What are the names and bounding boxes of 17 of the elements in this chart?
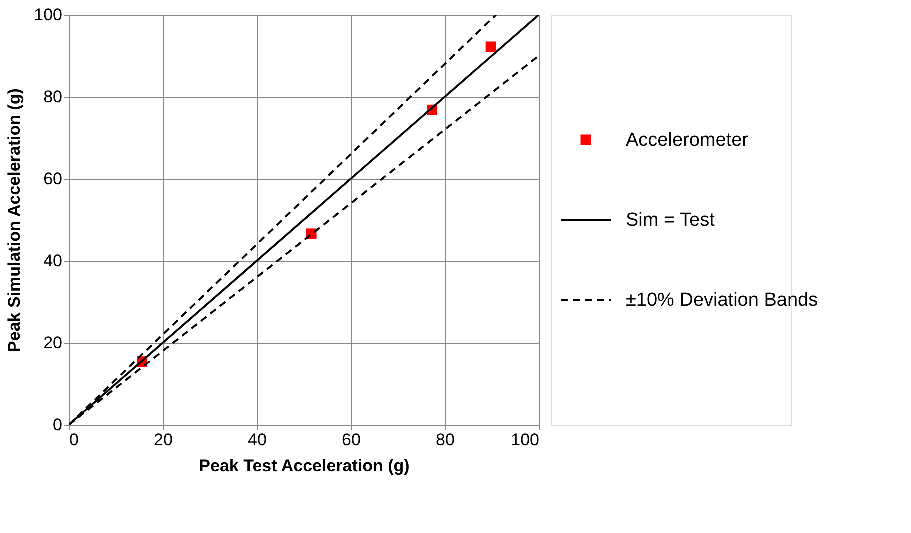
x-tick-label: 40 [248,430,267,450]
y-tick-label: 20 [44,334,62,352]
x-tick-label: 20 [154,430,173,450]
y-tick-label: 0 [53,416,62,434]
legend-label: Sim = Test [626,210,716,231]
x-tick-label: 60 [342,430,361,450]
y-tick-label: 60 [44,170,62,188]
y-tick-label: 40 [44,252,62,270]
x-tick-label: 100 [511,430,540,450]
x-tick-label: 0 [70,430,79,450]
x-tick-label: 80 [436,430,455,450]
legend-label: Accelerometer [626,130,750,151]
y-tick-label: 80 [44,88,62,106]
y-axis-title: Peak Simulation Acceleration (g) [5,88,24,352]
x-axis-title: Peak Test Acceleration (g) [199,456,410,476]
legend-label: ±10% Deviation Bands [626,290,818,311]
y-tick-label: 100 [34,6,62,24]
